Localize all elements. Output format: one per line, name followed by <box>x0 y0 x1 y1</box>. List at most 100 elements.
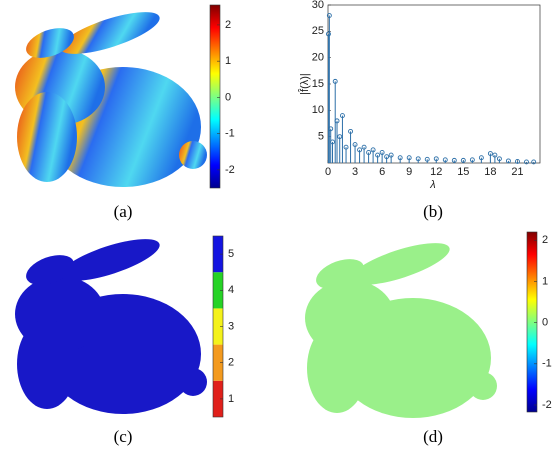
point <box>476 266 482 272</box>
point <box>96 283 103 290</box>
point <box>168 415 174 421</box>
point <box>190 283 197 291</box>
point <box>8 408 14 414</box>
point <box>96 230 104 237</box>
point <box>146 230 154 237</box>
point <box>22 261 30 268</box>
colorbar: 5 4 3 2 1 <box>212 235 234 418</box>
tick-label: -2 <box>225 164 235 176</box>
y-tick-label: 20 <box>312 52 324 64</box>
point <box>21 236 28 243</box>
point <box>157 255 164 262</box>
stem-head <box>326 31 331 37</box>
stem-head <box>375 152 381 158</box>
point <box>193 419 199 425</box>
point <box>4 378 10 384</box>
point <box>161 264 168 271</box>
point <box>200 284 207 291</box>
point <box>370 244 376 250</box>
point <box>104 415 110 421</box>
point <box>376 248 382 254</box>
point <box>22 233 29 240</box>
point <box>152 419 158 425</box>
panel-a: (a) 2 1 0 -1 -2 <box>15 3 235 221</box>
point <box>197 239 204 246</box>
point <box>69 409 76 415</box>
point <box>157 281 165 288</box>
stem-head <box>352 142 358 148</box>
point <box>7 393 13 399</box>
point <box>17 270 24 277</box>
point <box>198 395 205 402</box>
point <box>177 399 184 406</box>
y-tick-label: 15 <box>312 78 324 90</box>
point <box>66 413 73 415</box>
point <box>182 308 190 315</box>
point <box>348 413 354 419</box>
point <box>112 230 119 236</box>
point <box>299 283 304 288</box>
stem-head <box>406 155 412 161</box>
point <box>163 295 170 303</box>
point <box>21 397 28 404</box>
point <box>205 267 207 275</box>
point <box>139 270 147 277</box>
point <box>185 245 192 252</box>
point <box>61 230 68 237</box>
caption: (b) <box>423 202 443 221</box>
y-tick-label: 30 <box>312 0 324 11</box>
point <box>76 407 84 415</box>
point <box>153 288 160 296</box>
stem-head <box>487 151 493 156</box>
point <box>480 300 486 306</box>
point <box>160 230 168 237</box>
point <box>299 343 304 348</box>
point <box>173 292 180 300</box>
point <box>170 242 177 249</box>
point <box>9 344 15 350</box>
point <box>15 355 17 363</box>
point <box>102 275 109 283</box>
point <box>127 230 134 237</box>
point <box>166 284 173 291</box>
point <box>305 350 307 356</box>
point <box>133 417 139 423</box>
point <box>61 242 68 250</box>
point <box>185 271 192 278</box>
point <box>182 394 189 401</box>
y-tick-label: 10 <box>312 104 324 116</box>
point <box>411 282 417 288</box>
stem-head <box>339 113 345 119</box>
point <box>194 292 201 299</box>
point <box>141 270 148 277</box>
stem-head <box>433 156 439 162</box>
point <box>29 244 37 251</box>
point <box>120 278 127 286</box>
point <box>168 264 175 271</box>
point <box>308 265 314 271</box>
point <box>197 399 205 406</box>
point <box>33 418 39 424</box>
point <box>175 267 183 274</box>
point <box>156 231 164 238</box>
point <box>23 403 30 410</box>
point <box>23 257 31 264</box>
point <box>175 413 182 415</box>
point <box>200 311 207 318</box>
point <box>145 262 152 269</box>
point <box>41 250 48 257</box>
panel-d: (d) 2 1 0 -1 -2 <box>296 231 552 446</box>
point <box>121 276 128 283</box>
point <box>105 289 112 296</box>
stem-head <box>451 157 457 163</box>
point <box>132 231 139 239</box>
point <box>296 378 301 383</box>
point <box>95 235 102 242</box>
point <box>199 297 206 304</box>
point <box>490 240 496 246</box>
stem-head <box>505 158 511 164</box>
point <box>393 416 399 419</box>
point <box>140 267 147 274</box>
point <box>167 413 174 415</box>
point <box>2 252 8 258</box>
